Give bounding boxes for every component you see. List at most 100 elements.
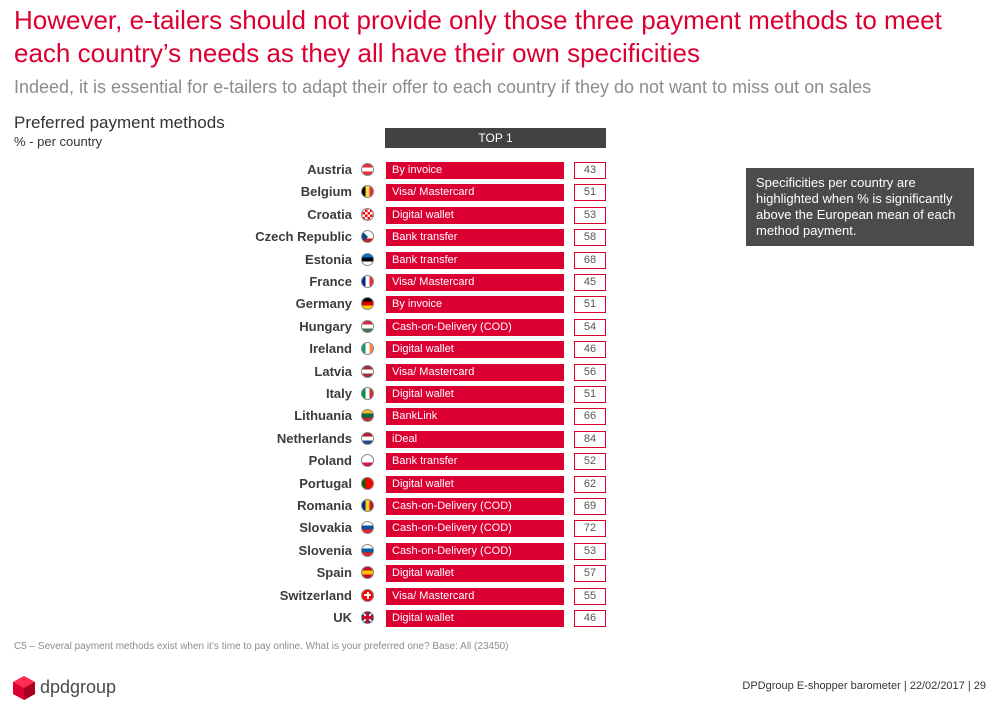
payment-method-bar: Digital wallet: [386, 610, 564, 627]
chart-title: Preferred payment methods: [14, 113, 225, 132]
country-label: Germany: [295, 296, 352, 312]
value-label: 53: [574, 206, 606, 224]
table-row: Poland Bank transfer 52: [0, 451, 620, 473]
payment-method-bar: Cash-on-Delivery (COD): [386, 498, 564, 515]
value-label: 54: [574, 318, 606, 336]
value-label: 57: [574, 565, 606, 583]
flag-icon: [361, 499, 374, 512]
column-header-top1: TOP 1: [385, 128, 606, 148]
dpd-logo: dpdgroup: [12, 675, 122, 701]
country-label: Lithuania: [294, 408, 352, 424]
value-label: 62: [574, 475, 606, 493]
value-label: 56: [574, 363, 606, 381]
country-label: Croatia: [307, 206, 352, 222]
flag-icon: [361, 409, 374, 423]
table-row: Slovenia Cash-on-Delivery (COD) 53: [0, 541, 620, 563]
table-row: Estonia Bank transfer 68: [0, 250, 620, 272]
payment-method-bar: By invoice: [386, 162, 564, 179]
table-row: Spain Digital wallet 57: [0, 563, 620, 585]
country-label: Romania: [297, 498, 352, 513]
value-label: 45: [574, 274, 606, 291]
payment-method-bar: Bank transfer: [386, 229, 564, 247]
value-label: 51: [574, 184, 606, 202]
footer-source: DPDgroup E-shopper barometer | 22/02/201…: [742, 680, 986, 692]
flag-icon: [361, 230, 374, 244]
country-label: Slovenia: [298, 542, 352, 558]
country-label: UK: [333, 610, 352, 625]
payment-method-bar: Visa/ Mastercard: [386, 587, 564, 605]
page-subtitle: Indeed, it is essential for e-tailers to…: [14, 77, 872, 97]
country-label: Italy: [325, 386, 352, 401]
flag-icon: [361, 454, 374, 468]
table-row: Hungary Cash-on-Delivery (COD) 54: [0, 317, 620, 339]
payment-method-bar: By invoice: [386, 296, 564, 314]
country-label: Austria: [307, 162, 352, 177]
table-row: Netherlands iDeal 84: [0, 429, 620, 451]
payment-method-bar: Cash-on-Delivery (COD): [386, 520, 564, 538]
country-label: Hungary: [299, 318, 352, 334]
flag-icon: [361, 163, 374, 176]
table-row: Germany By invoice 51: [0, 294, 620, 316]
country-label: Slovakia: [299, 520, 352, 536]
table-row: Slovakia Cash-on-Delivery (COD) 72: [0, 518, 620, 540]
value-label: 51: [574, 386, 606, 403]
footnote: C5 – Several payment methods exist when …: [14, 641, 509, 652]
payment-method-bar: Digital wallet: [386, 386, 564, 403]
value-label: 66: [574, 408, 606, 426]
value-label: 46: [574, 341, 606, 359]
value-label: 55: [574, 587, 606, 605]
payment-method-bar: Bank transfer: [386, 251, 564, 269]
country-label: Poland: [308, 453, 352, 469]
dpd-cube-icon: [13, 676, 35, 700]
value-label: 58: [574, 229, 606, 247]
payment-method-bar: Cash-on-Delivery (COD): [386, 542, 564, 560]
table-row: UK Digital wallet 46: [0, 608, 620, 630]
flag-icon: [361, 275, 374, 288]
chart-subtitle: % - per country: [14, 134, 103, 149]
flag-icon: [361, 319, 374, 333]
country-label: Estonia: [305, 251, 352, 267]
flag-icon: [361, 521, 374, 535]
payment-methods-table: Austria By invoice 43 Belgium Visa/ Masterca…: [0, 160, 620, 632]
flag-icon: [361, 252, 374, 266]
value-label: 51: [574, 296, 606, 314]
payment-method-bar: Cash-on-Delivery (COD): [386, 318, 564, 336]
country-label: Portugal: [299, 475, 352, 491]
page-title: However, e-tailers should not provide on…: [14, 5, 942, 68]
logo-text: dpdgroup: [40, 677, 117, 697]
flag-icon: [361, 611, 374, 624]
table-row: Switzerland Visa/ Mastercard 55: [0, 586, 620, 608]
table-row: Portugal Digital wallet 62: [0, 474, 620, 496]
country-label: Netherlands: [276, 430, 352, 446]
value-label: 69: [574, 498, 606, 515]
table-row: Romania Cash-on-Delivery (COD) 69: [0, 496, 620, 518]
country-label: Spain: [316, 565, 352, 581]
flag-icon: [361, 476, 374, 490]
value-label: 43: [574, 162, 606, 179]
country-label: France: [309, 274, 352, 289]
flag-icon: [361, 387, 374, 400]
flag-icon: [361, 342, 374, 356]
flag-icon: [361, 566, 374, 580]
country-label: Switzerland: [279, 587, 352, 603]
flag-icon: [361, 297, 374, 311]
flag-icon: [361, 431, 374, 445]
payment-method-bar: Bank transfer: [386, 453, 564, 471]
payment-method-bar: Visa/ Mastercard: [386, 184, 564, 202]
payment-method-bar: Digital wallet: [386, 206, 564, 224]
payment-method-bar: Digital wallet: [386, 565, 564, 583]
flag-icon: [361, 588, 374, 602]
payment-method-bar: BankLink: [386, 408, 564, 426]
table-row: Austria By invoice 43: [0, 160, 620, 182]
flag-icon: [361, 543, 374, 557]
payment-method-bar: iDeal: [386, 430, 564, 448]
flag-icon: [361, 185, 374, 199]
table-row: France Visa/ Mastercard 45: [0, 272, 620, 294]
payment-method-bar: Visa/ Mastercard: [386, 274, 564, 291]
country-label: Latvia: [314, 363, 352, 379]
value-label: 46: [574, 610, 606, 627]
table-row: Ireland Digital wallet 46: [0, 339, 620, 361]
value-label: 84: [574, 430, 606, 448]
value-label: 52: [574, 453, 606, 471]
table-row: Italy Digital wallet 51: [0, 384, 620, 406]
